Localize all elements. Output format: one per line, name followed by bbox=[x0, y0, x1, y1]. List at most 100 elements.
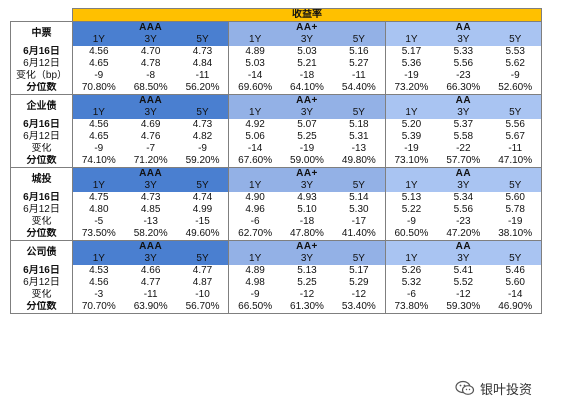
value-cell: 47.80% bbox=[280, 228, 334, 241]
value-cell: -3 bbox=[94, 289, 104, 300]
watermark-text: 银叶投资 bbox=[480, 382, 533, 398]
value-cell: 54.40% bbox=[333, 82, 386, 95]
value-cell: 4.77 bbox=[176, 265, 230, 277]
value-cell: 4.93 bbox=[297, 192, 317, 203]
value-cell: 62.70% bbox=[228, 228, 281, 241]
value-cell: -13 bbox=[143, 216, 158, 227]
value-cell: 5.29 bbox=[333, 277, 386, 289]
watermark: 银叶投资 bbox=[455, 376, 532, 400]
value-cell: 5.13 bbox=[401, 192, 422, 203]
tenor-header: 5Y bbox=[333, 107, 386, 119]
value-cell: 69.60% bbox=[228, 82, 281, 95]
row-label: 6月12日 bbox=[10, 277, 73, 289]
value-cell: -11 bbox=[333, 70, 386, 82]
value-cell: 4.73 bbox=[140, 192, 161, 203]
value-cell: -10 bbox=[176, 289, 230, 301]
value-cell: -14 bbox=[247, 143, 263, 154]
rating-header: AA bbox=[384, 94, 543, 107]
value-cell: -9 bbox=[94, 70, 104, 81]
row-label: 变化 bbox=[10, 216, 73, 228]
tenor-header: 1Y bbox=[228, 107, 281, 119]
value-cell: 41.40% bbox=[333, 228, 386, 241]
value-cell: -19 bbox=[489, 216, 543, 228]
row-label: 分位数 bbox=[10, 301, 73, 314]
value-cell: 5.26 bbox=[401, 265, 422, 276]
tenor-header: 5Y bbox=[489, 253, 543, 265]
value-cell: 67.60% bbox=[228, 155, 281, 168]
tenor-header: 3Y bbox=[124, 253, 177, 265]
value-cell: 5.20 bbox=[401, 119, 422, 130]
value-cell: 74.10% bbox=[72, 155, 125, 168]
value-cell: 5.60 bbox=[489, 277, 543, 289]
value-cell: 52.60% bbox=[489, 82, 543, 95]
tenor-header: 1Y bbox=[384, 180, 438, 192]
value-cell: 4.56 bbox=[89, 46, 109, 57]
value-cell: 66.30% bbox=[437, 82, 490, 95]
tenor-header: 5Y bbox=[176, 253, 230, 265]
row-label: 变化 bbox=[10, 143, 73, 155]
tenor-header: 5Y bbox=[333, 253, 386, 265]
tenor-header: 3Y bbox=[437, 253, 490, 265]
tenor-header: 3Y bbox=[437, 34, 490, 46]
value-cell: 4.56 bbox=[89, 119, 109, 130]
row-label: 6月16日 bbox=[10, 192, 73, 204]
value-cell: 5.37 bbox=[453, 119, 474, 130]
value-cell: 4.82 bbox=[176, 131, 230, 143]
row-label: 6月16日 bbox=[10, 265, 73, 277]
value-cell: 5.13 bbox=[297, 265, 317, 276]
value-cell: 47.10% bbox=[489, 155, 543, 168]
value-cell: -23 bbox=[456, 216, 471, 227]
row-label: 6月16日 bbox=[10, 119, 73, 131]
value-cell: 5.03 bbox=[245, 58, 265, 69]
value-cell: 49.60% bbox=[176, 228, 230, 241]
tenor-header: 3Y bbox=[124, 180, 177, 192]
value-cell: 4.65 bbox=[89, 58, 109, 69]
tenor-header: 5Y bbox=[489, 34, 543, 46]
value-cell: 4.89 bbox=[245, 265, 265, 276]
rating-header: AA+ bbox=[228, 21, 386, 34]
value-cell: 4.74 bbox=[176, 192, 230, 204]
value-cell: 4.66 bbox=[140, 265, 161, 276]
tenor-header: 3Y bbox=[280, 253, 334, 265]
value-cell: 4.89 bbox=[245, 46, 265, 57]
value-cell: 4.84 bbox=[176, 58, 230, 70]
value-cell: 46.90% bbox=[489, 301, 543, 314]
row-label: 分位数 bbox=[10, 82, 73, 95]
value-cell: 61.30% bbox=[280, 301, 334, 314]
value-cell: 5.10 bbox=[297, 204, 317, 215]
row-label: 变化（bp） bbox=[10, 70, 73, 82]
value-cell: -8 bbox=[146, 70, 156, 81]
tenor-header: 1Y bbox=[228, 253, 281, 265]
value-cell: 5.07 bbox=[297, 119, 317, 130]
value-cell: -6 bbox=[407, 289, 416, 300]
value-cell: 4.56 bbox=[89, 277, 109, 288]
rating-header: AAA bbox=[71, 167, 230, 180]
tenor-header: 1Y bbox=[71, 34, 125, 46]
value-cell: 59.00% bbox=[280, 155, 334, 168]
value-cell: 5.30 bbox=[333, 204, 386, 216]
value-cell: -13 bbox=[333, 143, 386, 155]
value-cell: 70.80% bbox=[72, 82, 125, 95]
value-cell: 5.03 bbox=[297, 46, 317, 57]
value-cell: 5.17 bbox=[333, 265, 386, 277]
corner-cell bbox=[10, 8, 73, 22]
rating-header: AA+ bbox=[228, 94, 386, 107]
value-cell: 5.25 bbox=[297, 277, 317, 288]
wechat-icon bbox=[455, 380, 475, 395]
rating-header: AAA bbox=[71, 240, 230, 253]
value-cell: 70.70% bbox=[72, 301, 125, 314]
row-label: 分位数 bbox=[10, 228, 73, 241]
value-cell: 4.73 bbox=[176, 119, 230, 131]
value-cell: 71.20% bbox=[124, 155, 177, 168]
section-name: 城投 bbox=[10, 167, 73, 192]
value-cell: 5.58 bbox=[453, 131, 474, 142]
value-cell: -9 bbox=[250, 289, 260, 300]
value-cell: -19 bbox=[404, 70, 419, 81]
tenor-header: 5Y bbox=[489, 107, 543, 119]
value-cell: -9 bbox=[407, 216, 416, 227]
value-cell: 5.39 bbox=[401, 131, 422, 142]
value-cell: -15 bbox=[176, 216, 230, 228]
value-cell: 5.22 bbox=[401, 204, 422, 215]
tenor-header: 1Y bbox=[384, 34, 438, 46]
value-cell: -19 bbox=[404, 143, 419, 154]
